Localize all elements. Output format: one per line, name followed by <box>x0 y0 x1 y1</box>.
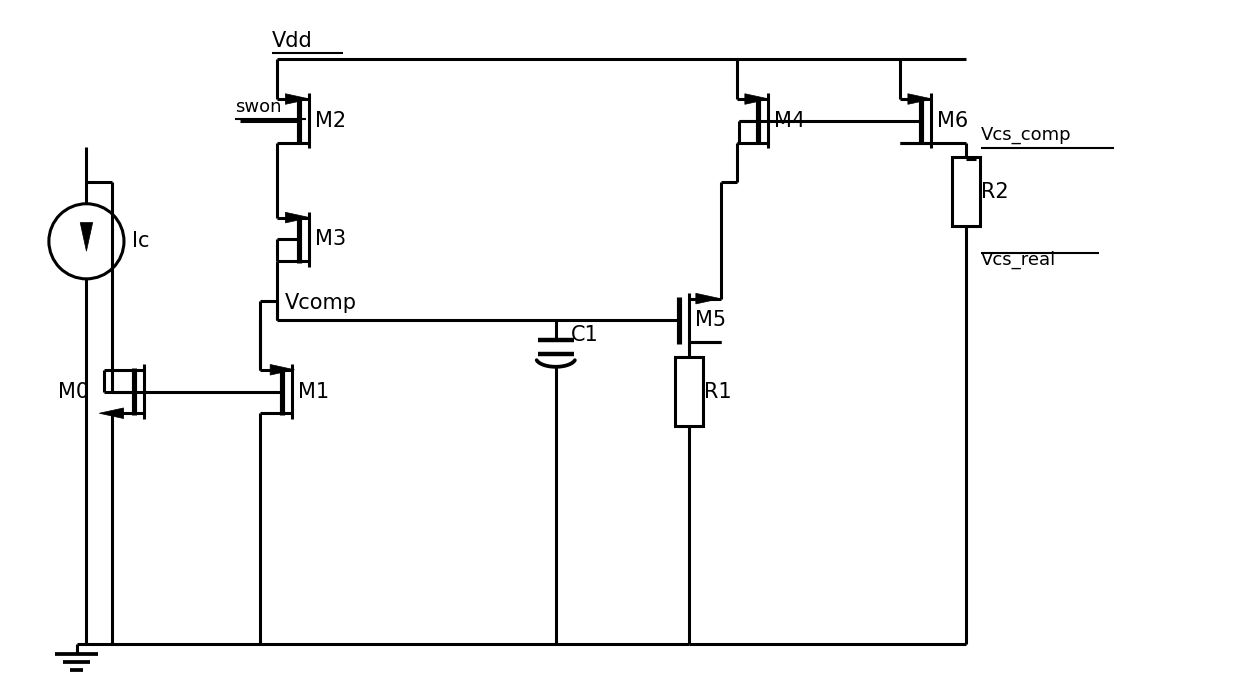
Text: M6: M6 <box>937 111 968 131</box>
Text: M2: M2 <box>315 111 346 131</box>
Text: M0: M0 <box>58 382 89 402</box>
Text: M1: M1 <box>298 382 329 402</box>
Polygon shape <box>99 408 124 419</box>
Polygon shape <box>285 94 310 104</box>
Polygon shape <box>908 94 932 104</box>
Text: Vdd: Vdd <box>273 31 312 50</box>
Text: Vcomp: Vcomp <box>285 293 357 314</box>
Text: M3: M3 <box>315 230 346 249</box>
Polygon shape <box>696 293 720 304</box>
Text: R2: R2 <box>981 182 1008 202</box>
Text: Vcs_comp: Vcs_comp <box>981 127 1071 144</box>
Text: Vcs_real: Vcs_real <box>981 251 1056 270</box>
Polygon shape <box>745 94 769 104</box>
Text: C1: C1 <box>570 326 599 345</box>
Polygon shape <box>81 223 93 251</box>
Text: M5: M5 <box>696 310 727 330</box>
Polygon shape <box>285 212 310 223</box>
Polygon shape <box>270 365 295 375</box>
Text: Ic: Ic <box>131 231 149 251</box>
FancyBboxPatch shape <box>676 357 703 426</box>
Text: swon: swon <box>234 98 281 116</box>
Text: R1: R1 <box>704 382 732 402</box>
FancyBboxPatch shape <box>952 158 980 227</box>
Text: M4: M4 <box>774 111 805 131</box>
